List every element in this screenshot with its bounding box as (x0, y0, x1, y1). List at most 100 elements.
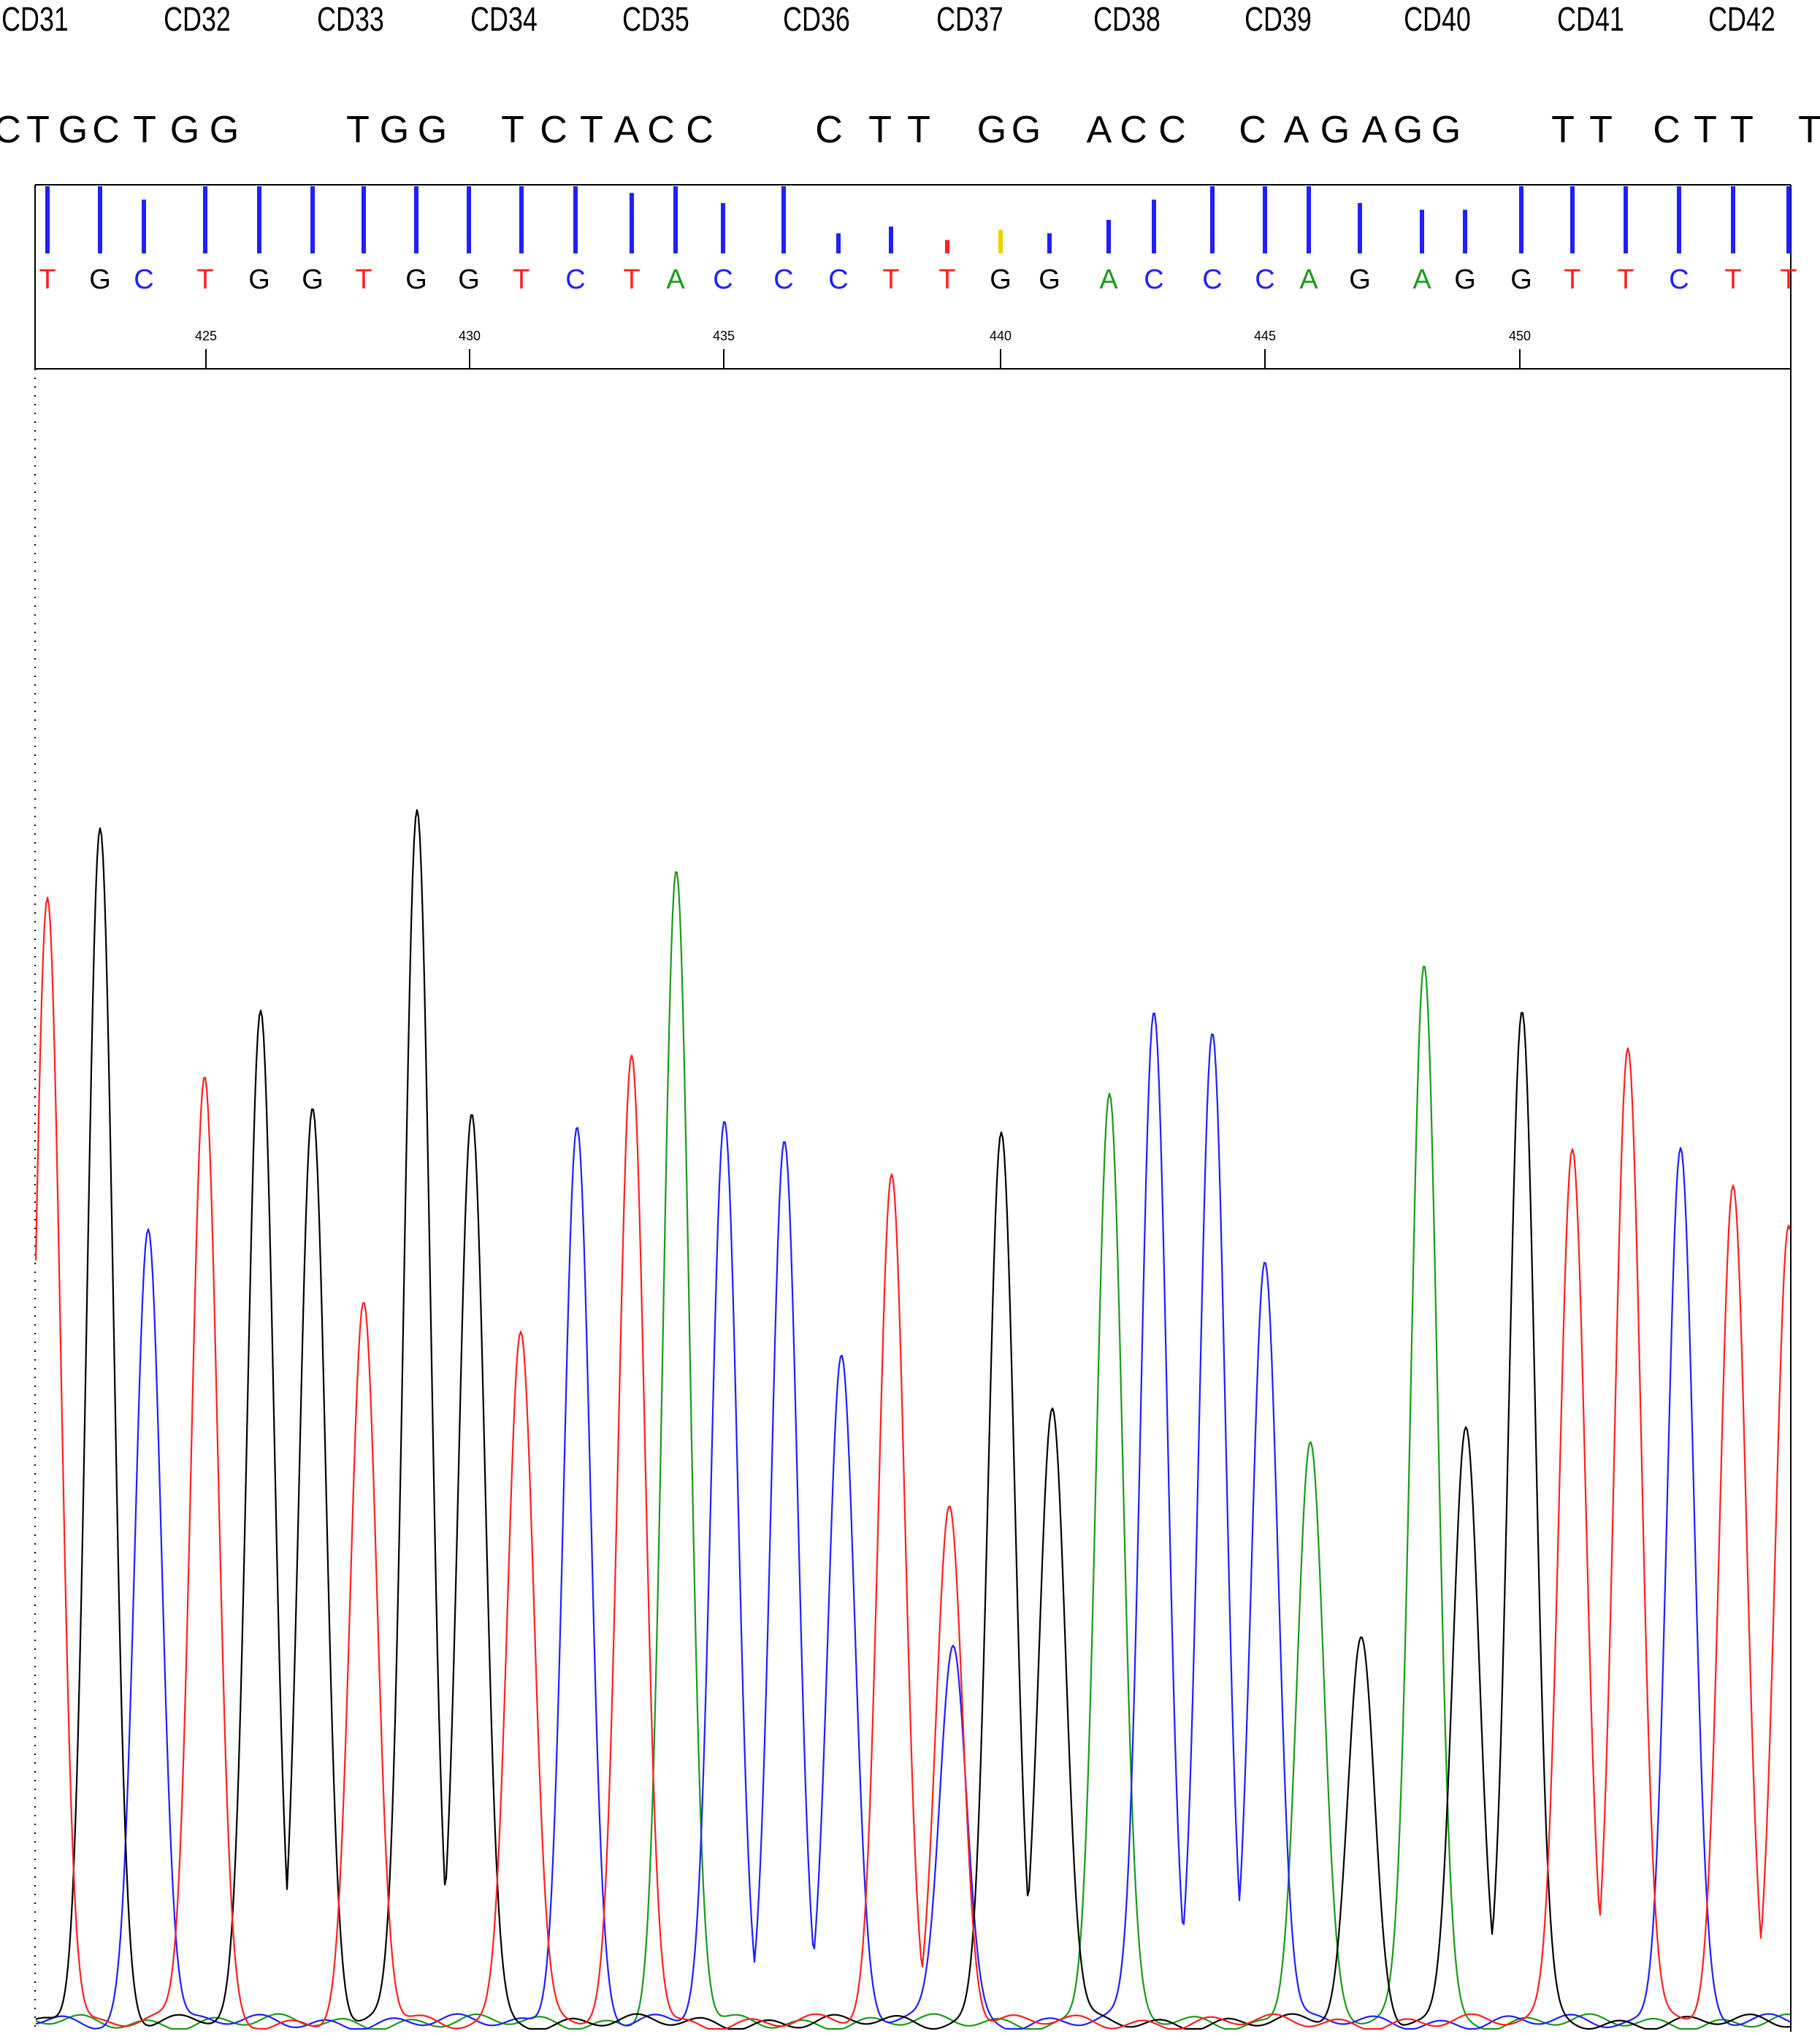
base-call: T (513, 264, 529, 295)
reference-base: G (418, 109, 447, 151)
base-call: C (713, 264, 733, 295)
reference-base: T (1798, 109, 1820, 151)
base-call: G (248, 264, 270, 295)
quality-bar (362, 186, 366, 253)
quality-bar (1263, 186, 1267, 253)
trace-line-T (34, 897, 1792, 2030)
quality-bar (45, 186, 50, 253)
reference-base: C (1653, 109, 1681, 151)
reference-base: T (580, 109, 603, 151)
codon-label: CD37 (936, 1, 1003, 38)
base-call: T (355, 264, 372, 295)
quality-bar (414, 186, 418, 253)
base-call: G (1510, 264, 1532, 295)
quality-bar (889, 226, 893, 253)
base-call: T (1617, 264, 1634, 295)
quality-bar (310, 186, 315, 253)
codon-label: CD34 (470, 1, 538, 38)
reference-base: G (977, 109, 1006, 151)
base-call: T (938, 264, 955, 295)
reference-base: C (540, 109, 567, 151)
base-call: T (882, 264, 899, 295)
base-call: C (1255, 264, 1274, 295)
reference-base: G (1431, 109, 1461, 151)
quality-bar (1570, 186, 1575, 253)
reference-base: C (815, 109, 843, 151)
quality-bars (45, 186, 1791, 253)
quality-bar (1463, 210, 1467, 253)
base-call: C (1669, 264, 1689, 295)
trace-lines (34, 808, 1792, 2030)
reference-base: A (1362, 109, 1388, 151)
base-call: T (1780, 264, 1797, 295)
trace-line-C (35, 1012, 1791, 2030)
base-call: G (1039, 264, 1060, 295)
quality-bar (836, 233, 841, 253)
reference-base: T (346, 109, 370, 151)
base-call: G (458, 264, 480, 295)
reference-base: T (133, 109, 156, 151)
base-call: T (1724, 264, 1741, 295)
trace-line-G (35, 808, 1791, 2030)
reference-base: C (647, 109, 675, 151)
quality-bar (1358, 203, 1362, 253)
base-call: T (196, 264, 213, 295)
position-label: 445 (1254, 329, 1276, 343)
reference-base: G (1320, 109, 1350, 151)
reference-base: G (210, 109, 239, 151)
quality-bar (1420, 210, 1424, 253)
reference-base: T (1694, 109, 1717, 151)
base-call: C (1144, 264, 1163, 295)
reference-base: T (1589, 109, 1613, 151)
position-label: 425 (195, 329, 217, 343)
quality-bar (945, 240, 949, 253)
quality-bar (1624, 186, 1628, 253)
base-call: C (828, 264, 848, 295)
base-call: G (302, 264, 324, 295)
reference-base: G (380, 109, 409, 151)
codon-label-row: CD31 CD32 CD33 CD34 CD35 CD36 CD37 CD38 CD39 CD40… (1, 1, 1775, 38)
position-axis: 425 430 435 440 445 450 (195, 329, 1531, 369)
codon-label: CD41 (1557, 1, 1624, 38)
position-label: 435 (713, 329, 735, 343)
base-call: C (1202, 264, 1222, 295)
codon-label: CD40 (1404, 1, 1471, 38)
base-call: A (666, 264, 685, 295)
codon-label: CD31 (1, 1, 69, 38)
quality-bar (467, 186, 471, 253)
quality-bar (630, 193, 634, 253)
quality-bar (781, 186, 786, 253)
base-call: T (1564, 264, 1580, 295)
reference-base: G (1012, 109, 1041, 151)
reference-base: T (868, 109, 892, 151)
codon-label: CD42 (1708, 1, 1775, 38)
base-call: C (773, 264, 793, 295)
base-call: T (623, 264, 640, 295)
quality-bar (1210, 186, 1215, 253)
quality-bar (142, 199, 146, 253)
quality-bar (573, 186, 578, 253)
quality-bar (1519, 186, 1523, 253)
codon-label: CD39 (1244, 1, 1312, 38)
base-call: A (1412, 264, 1431, 295)
reference-base: A (1284, 109, 1309, 151)
reference-base: C (0, 109, 21, 151)
quality-bar (1106, 220, 1111, 253)
reference-base: T (907, 109, 930, 151)
reference-base: C (1158, 109, 1186, 151)
quality-bar (1307, 186, 1311, 253)
position-label: 440 (990, 329, 1012, 343)
quality-bar (1677, 186, 1681, 253)
codon-label: CD33 (317, 1, 384, 38)
reference-base: C (92, 109, 120, 151)
position-label: 430 (459, 329, 481, 343)
reference-base: G (58, 109, 88, 151)
reference-base: T (501, 109, 524, 151)
base-call: T (39, 264, 56, 295)
quality-bar (998, 229, 1003, 253)
position-label: 450 (1509, 329, 1531, 343)
trace-panel (34, 369, 1792, 2032)
quality-bar (203, 186, 207, 253)
reference-base: C (1120, 109, 1147, 151)
reference-base: G (1393, 109, 1423, 151)
